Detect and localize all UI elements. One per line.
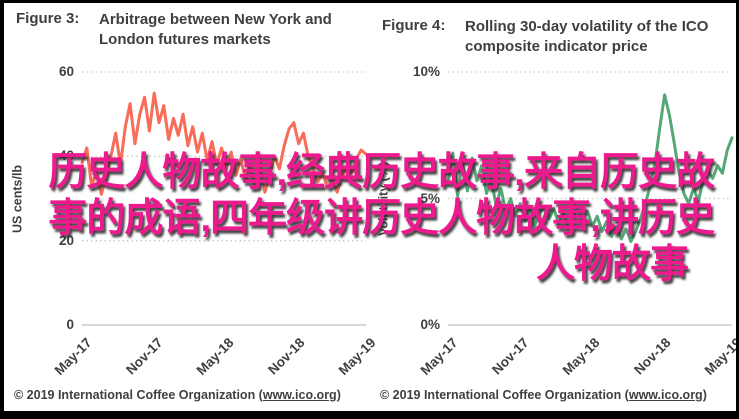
copyright-text-suffix: ) <box>702 388 707 402</box>
figure3-copyright: © 2019 International Coffee Organization… <box>14 388 341 402</box>
y-tick-label: 0 <box>66 317 74 332</box>
data-line <box>446 93 734 243</box>
copyright-text: © 2019 International Coffee Organization… <box>14 388 263 402</box>
figure4-chart <box>446 71 734 326</box>
data-line <box>80 91 368 196</box>
y-tick-label: 60 <box>58 64 74 79</box>
figures-page: Figure 3: Arbitrage between New York and… <box>4 3 736 411</box>
copyright-text: © 2019 International Coffee Organization… <box>380 388 629 402</box>
figure3-label: Figure 3: <box>16 10 80 27</box>
figure3-panel: Figure 3: Arbitrage between New York and… <box>4 3 379 411</box>
figure4-title-row: Figure 4: Rolling 30-day volatility of t… <box>370 3 736 58</box>
y-tick-label: 5% <box>420 190 440 206</box>
y-tick-label: 20 <box>58 232 74 248</box>
figure4-label: Figure 4: <box>382 17 446 34</box>
y-tick-label: 10% <box>412 64 440 79</box>
ico-org-link[interactable]: www.ico.org <box>262 388 337 402</box>
figure3-title-row: Figure 3: Arbitrage between New York and… <box>4 3 370 51</box>
figure3-title: Arbitrage between New York and London fu… <box>99 11 332 49</box>
figure3-chart <box>80 71 368 326</box>
y-tick-label: 0% <box>420 317 440 332</box>
figure3-y-axis-title: US cents/lb <box>10 164 25 233</box>
figure4-copyright: © 2019 International Coffee Organization… <box>380 388 707 402</box>
copyright-text-suffix: ) <box>336 388 341 402</box>
figure4-panel: Figure 4: Rolling 30-day volatility of t… <box>370 3 737 411</box>
ico-org-link[interactable]: www.ico.org <box>628 388 703 402</box>
y-tick-label: 40 <box>58 148 74 164</box>
figure4-title: Rolling 30-day volatility of the ICO com… <box>465 18 709 56</box>
